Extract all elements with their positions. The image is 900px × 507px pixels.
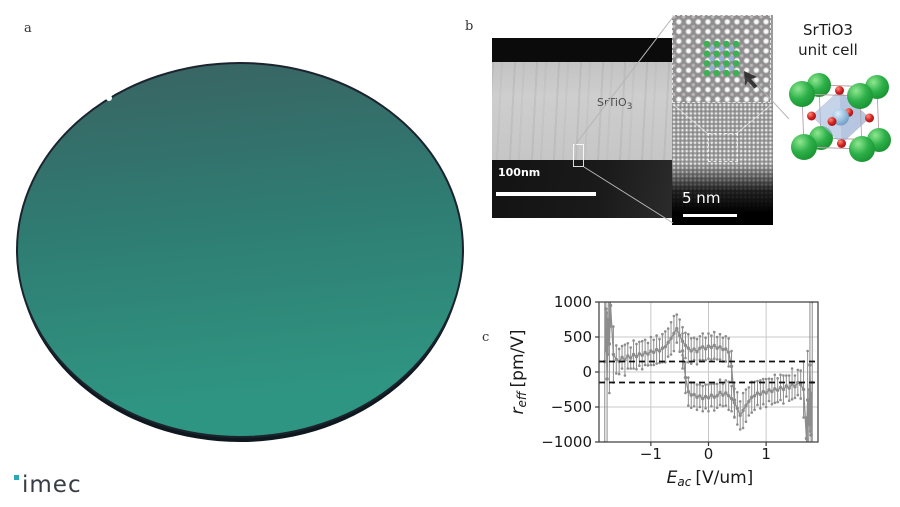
scalebar-label-100nm: 100nm [498, 166, 541, 179]
tem-atomic-image: 5 nm [672, 15, 773, 225]
svg-text:−500: −500 [551, 398, 592, 416]
zoom-region-box [573, 144, 584, 167]
wafer-surface [16, 62, 464, 438]
material-label: SrTiO3 [597, 96, 633, 113]
negative-branch-sweep [680, 302, 814, 442]
pointer-arrow-icon [744, 71, 758, 89]
unit-cell-title: SrTiO3 unit cell [782, 20, 874, 60]
octahedron-shade [839, 90, 870, 144]
svg-text:1: 1 [761, 445, 771, 463]
svg-text:0: 0 [582, 363, 592, 381]
y-axis-label: reff[pm/V] [508, 329, 529, 414]
imec-logo-text: imec [22, 472, 82, 498]
scalebar-5nm [683, 214, 737, 217]
pockels-hysteresis-chart: −1 0 1 −1000 −500 0 500 1000 reff[pm/V] Eac [V/u… [508, 293, 819, 489]
chart-plot-area: −1 0 1 −1000 −500 0 500 1000 [541, 293, 819, 463]
svg-text:500: 500 [563, 328, 592, 346]
scalebar-100nm [496, 192, 596, 196]
x-axis-label: Eac [V/um] [667, 468, 754, 489]
positive-branch-sweep [603, 302, 737, 442]
o-atoms-front [807, 86, 874, 148]
atom-overlay [673, 40, 772, 135]
tem-overview-image: SrTiO3 100nm [492, 38, 672, 218]
panel-a-label: a [24, 21, 32, 36]
unit-cell-title-line2: unit cell [798, 41, 858, 59]
svg-text:1000: 1000 [554, 293, 592, 311]
ti-column-markers [709, 46, 734, 71]
wafer-notch [106, 95, 112, 101]
sr-atoms-front [789, 81, 875, 162]
tem-overview-top-band [492, 38, 672, 62]
svg-text:−1: −1 [640, 445, 662, 463]
inset-connector-lines [673, 104, 772, 135]
unit-cell-title-line1: SrTiO3 [803, 21, 853, 39]
svg-text:0: 0 [704, 445, 714, 463]
panel-b-label: b [465, 19, 474, 34]
sr-column-markers [703, 40, 740, 77]
scalebar-label-5nm: 5 nm [682, 189, 721, 207]
wafer-photo [16, 62, 464, 442]
unit-cell-model [789, 73, 891, 162]
svg-text:−1000: −1000 [541, 433, 592, 451]
inset-source-box [708, 133, 738, 162]
imec-logo: imec [14, 472, 82, 498]
imec-logo-dot-icon [14, 475, 19, 480]
panel-c-label: c [482, 330, 490, 345]
